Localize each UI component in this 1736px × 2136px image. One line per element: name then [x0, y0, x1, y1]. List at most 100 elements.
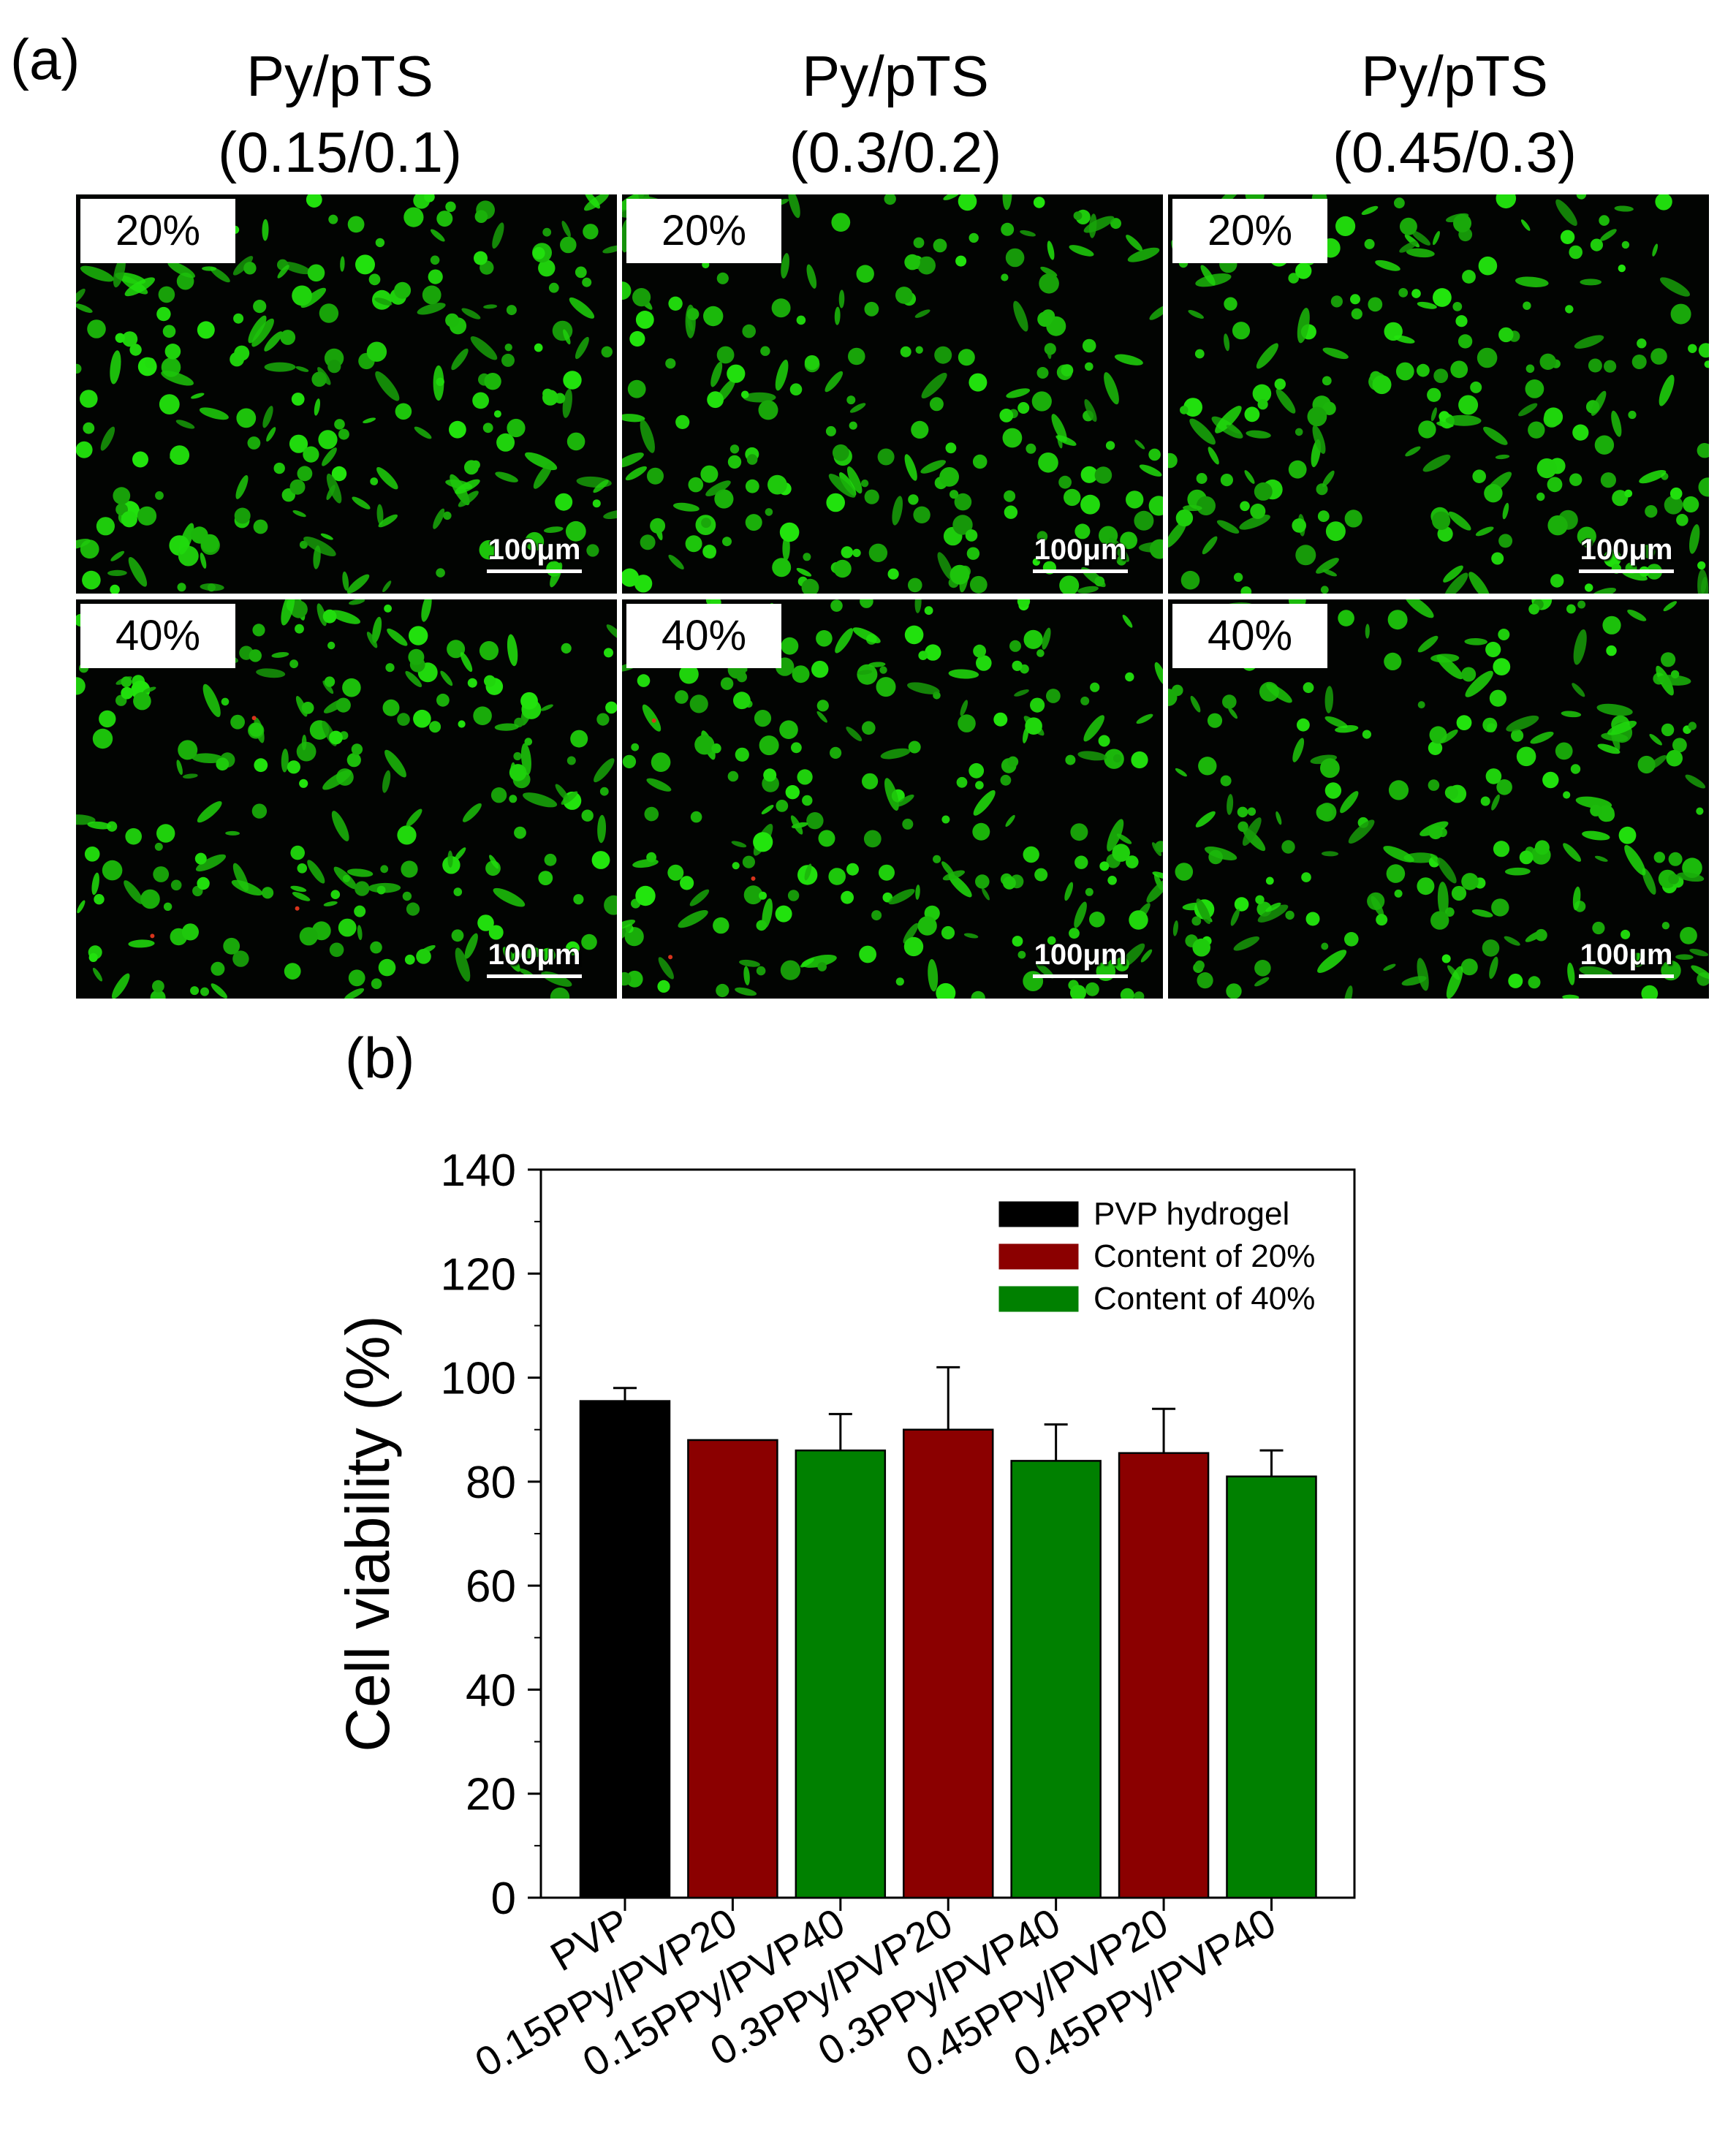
live-cell — [1281, 840, 1295, 854]
live-cell — [973, 790, 996, 816]
live-cell — [80, 390, 98, 408]
live-cell — [952, 515, 973, 535]
live-cell — [1070, 823, 1088, 841]
live-cell — [954, 493, 972, 511]
live-cell — [382, 699, 400, 716]
live-cell — [1547, 515, 1568, 536]
live-cell — [703, 306, 724, 327]
live-cell — [1515, 276, 1549, 287]
live-cell — [631, 743, 640, 751]
live-cell — [1252, 384, 1272, 404]
live-cell — [1518, 403, 1538, 417]
live-cell — [743, 885, 763, 905]
live-cell — [563, 371, 582, 390]
live-cell — [327, 360, 341, 374]
live-cell — [1322, 401, 1336, 415]
live-cell — [161, 371, 194, 386]
live-cell — [1000, 774, 1012, 786]
live-cell — [509, 795, 518, 803]
live-cell — [1652, 243, 1659, 257]
live-cell — [409, 626, 428, 645]
live-cell — [1525, 379, 1544, 398]
live-cell — [281, 262, 311, 275]
live-cell — [191, 393, 205, 399]
live-cell — [1588, 358, 1602, 373]
live-cell — [482, 423, 493, 433]
live-cell — [1215, 406, 1242, 433]
live-cell — [1115, 957, 1129, 972]
live-cell — [1307, 406, 1327, 427]
live-cell — [743, 392, 776, 403]
live-cell — [1672, 738, 1687, 753]
live-cell — [1064, 488, 1081, 507]
live-cell — [243, 262, 257, 275]
live-cell — [281, 749, 289, 773]
live-cell — [1448, 511, 1471, 531]
live-cell — [532, 246, 545, 260]
live-cell — [804, 355, 819, 371]
live-cell — [1470, 381, 1482, 393]
live-cell — [880, 748, 911, 760]
live-cell — [1456, 715, 1472, 730]
live-cell — [1196, 496, 1216, 515]
live-cell — [96, 517, 115, 536]
live-cell — [826, 493, 845, 512]
live-cell — [1030, 697, 1045, 713]
live-cell — [960, 700, 969, 716]
live-cell — [1073, 211, 1083, 220]
live-cell — [197, 800, 222, 823]
legend-swatch — [998, 1201, 1079, 1227]
live-cell — [306, 194, 322, 208]
live-cell — [322, 447, 337, 466]
live-cell — [1384, 652, 1402, 670]
live-cell — [1405, 446, 1421, 457]
live-cell — [1452, 302, 1463, 311]
live-cell — [92, 967, 103, 982]
live-cell — [368, 273, 381, 286]
live-cell — [1372, 375, 1392, 395]
live-cell — [599, 787, 609, 796]
column-title-2-line2: (0.3/0.2) — [789, 120, 1002, 184]
live-cell — [1661, 723, 1675, 737]
live-cell — [1324, 716, 1348, 728]
column-title-1-line1: Py/pTS — [246, 44, 433, 108]
scale-bar-line — [487, 569, 582, 573]
live-cell — [1607, 721, 1637, 735]
live-cell — [860, 599, 873, 608]
live-cell — [1254, 482, 1273, 501]
content-tag: 40% — [80, 604, 235, 668]
live-cell — [329, 942, 344, 958]
live-cell — [1433, 231, 1440, 246]
live-cell — [230, 714, 245, 730]
cell-cluster — [1168, 599, 1709, 999]
live-cell — [1047, 241, 1055, 260]
live-cell — [355, 254, 375, 275]
live-cell — [346, 574, 370, 594]
live-cell — [1322, 347, 1349, 360]
live-cell — [1295, 428, 1303, 436]
live-cell — [1685, 774, 1706, 789]
live-cell — [667, 864, 684, 881]
live-cell — [562, 388, 572, 418]
live-cell — [1668, 852, 1683, 866]
live-cell — [1335, 725, 1359, 733]
bar-PVP — [579, 1400, 671, 1899]
live-cell — [495, 471, 518, 482]
live-cell — [1194, 960, 1205, 971]
live-cell — [1371, 895, 1384, 917]
live-cell — [1292, 518, 1306, 533]
live-cell — [868, 543, 888, 562]
y-tick-label: 20 — [466, 1770, 516, 1820]
live-cell — [1034, 868, 1048, 882]
live-cell — [1116, 833, 1132, 844]
live-cell — [489, 855, 499, 869]
live-cell — [1528, 603, 1539, 615]
live-cell — [895, 287, 913, 304]
live-cell — [1670, 303, 1691, 325]
live-cell — [1040, 266, 1058, 277]
live-cell — [739, 959, 760, 967]
live-cell — [1080, 466, 1098, 483]
live-cell — [955, 255, 967, 267]
live-cell — [563, 329, 571, 345]
live-cell — [1437, 857, 1457, 884]
